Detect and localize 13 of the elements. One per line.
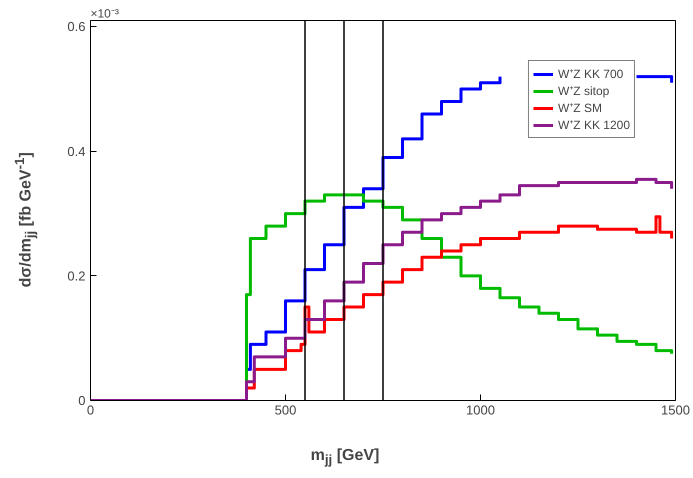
y-tick-label: 0.4 [67, 144, 86, 159]
x-axis-title: m$_{jj}$ [GeV] [310, 446, 380, 470]
annotation: ×10⁻³ [90, 6, 119, 20]
x-tick-label: 1500 [661, 402, 690, 418]
y-tick-label: 0.6 [67, 19, 86, 34]
legend-label: W⁺Z KK 1200 [558, 117, 630, 133]
y-tick-label: 0.2 [67, 268, 86, 284]
legend-label: W⁺Z SM [558, 100, 602, 116]
x-tick-label: 1000 [466, 402, 495, 418]
series-label: W⁺Z KK 700 [558, 66, 624, 82]
x-tick-label: 500 [274, 402, 296, 418]
legend-label: W⁺Z sitop [558, 83, 610, 99]
y-tick-label: 0 [78, 393, 86, 408]
